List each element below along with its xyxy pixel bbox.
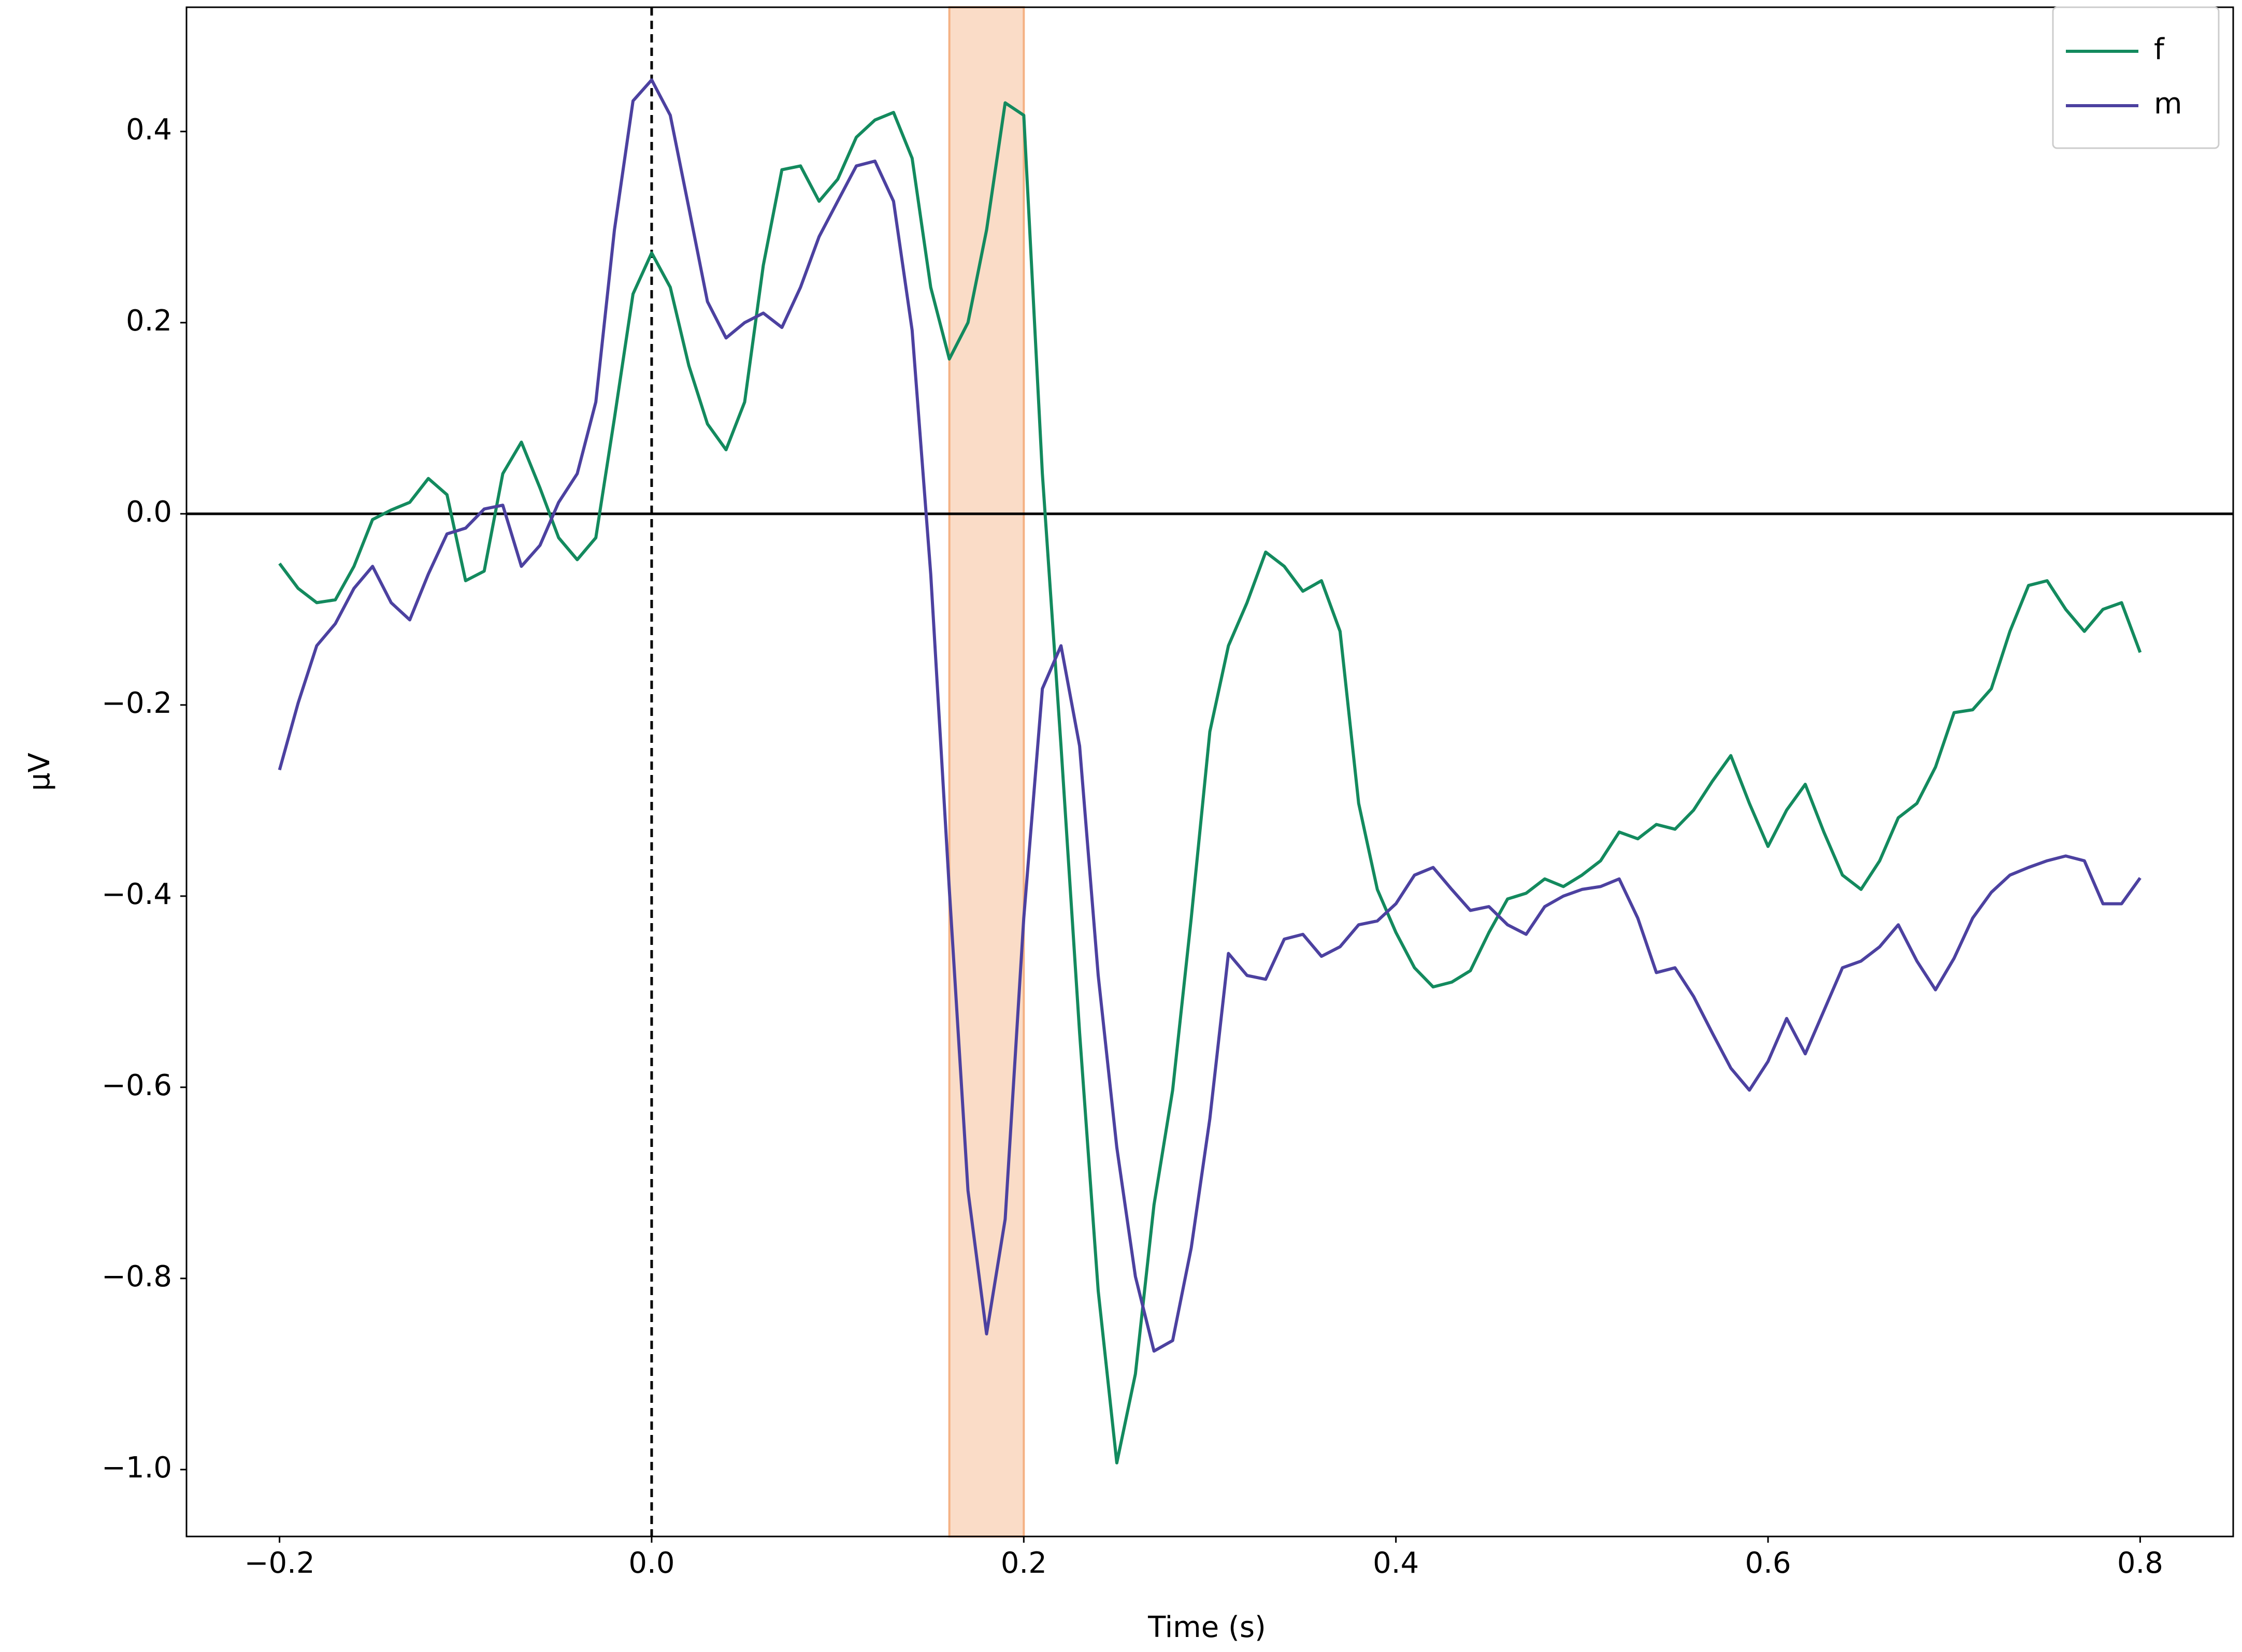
- y-tick-label: 0.4: [126, 113, 172, 147]
- x-tick-label: 0.2: [1001, 1546, 1047, 1580]
- legend-box: [2052, 6, 2220, 149]
- y-tick-label: −1.0: [102, 1451, 172, 1485]
- x-tick-label: 0.0: [628, 1546, 674, 1580]
- y-tick-label: −0.4: [102, 878, 172, 911]
- y-tick-label: −0.8: [102, 1260, 172, 1294]
- plot-frame: [185, 6, 2234, 1538]
- y-tick-label: 0.0: [126, 495, 172, 529]
- y-tick-label: −0.2: [102, 686, 172, 720]
- series-line: [278, 101, 2142, 1464]
- x-axis-label: Time (s): [1147, 1611, 1266, 1644]
- y-tick-label: −0.6: [102, 1069, 172, 1102]
- y-tick-label: 0.2: [126, 304, 172, 338]
- highlight-span: [948, 6, 1025, 1538]
- x-tick-label: −0.2: [245, 1546, 315, 1580]
- series-line: [278, 78, 2142, 1353]
- x-tick-label: 0.8: [2117, 1546, 2163, 1580]
- y-axis-label: μV: [23, 753, 56, 791]
- legend-label: f: [2154, 33, 2165, 66]
- legend-label: m: [2154, 87, 2182, 121]
- x-tick-label: 0.4: [1373, 1546, 1419, 1580]
- x-tick-label: 0.6: [1745, 1546, 1791, 1580]
